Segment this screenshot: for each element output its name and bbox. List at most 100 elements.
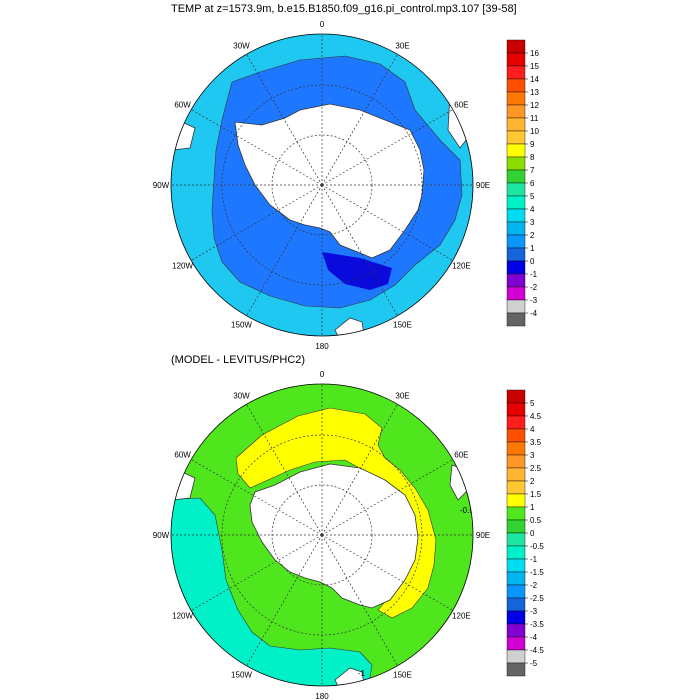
colorbar-swatch — [506, 143, 526, 158]
colorbar-swatch — [506, 65, 526, 80]
colorbar-label: -1 — [530, 270, 538, 279]
colorbar-swatch — [506, 247, 526, 262]
colorbar-label: 3 — [530, 218, 535, 227]
longitude-label: 90W — [153, 181, 170, 190]
colorbar-label: -1.5 — [530, 568, 544, 577]
colorbar-label: -4 — [530, 309, 538, 318]
field-shelf-region — [322, 252, 392, 290]
colorbar-swatch — [506, 273, 526, 288]
colorbar-swatch — [506, 662, 526, 677]
panel2-field: -0.5 -1 — [171, 384, 474, 686]
colorbar-label: 2.5 — [530, 464, 542, 473]
colorbar-label: -5 — [530, 659, 538, 668]
colorbar-label: 2 — [530, 477, 535, 486]
panel2-colorbar: 5 4.5 4 3.5 3 2.5 2 1.5 1 0.5 0 -0.5 -1 -1.5 -2 -2.5 -3 -… — [506, 389, 544, 677]
colorbar-swatch — [506, 623, 526, 638]
panel1-field — [171, 34, 473, 336]
colorbar-label: 1 — [530, 244, 535, 253]
colorbar-swatch — [506, 493, 526, 508]
colorbar-label: 5 — [530, 192, 535, 201]
colorbar-swatch — [506, 558, 526, 573]
colorbar-label: 12 — [530, 101, 539, 110]
colorbar-swatch — [506, 117, 526, 132]
longitude-label: 150W — [231, 670, 252, 679]
colorbar-label: -2 — [530, 283, 538, 292]
colorbar-label: 16 — [530, 49, 539, 58]
colorbar-swatch — [506, 480, 526, 495]
colorbar-label: 1 — [530, 503, 535, 512]
colorbar-label: 10 — [530, 127, 539, 136]
colorbar-swatch — [506, 467, 526, 482]
longitude-label: 180 — [315, 342, 329, 351]
colorbar-swatch — [506, 545, 526, 560]
panel1-map-border — [170, 33, 474, 337]
panel2-graticule — [171, 384, 473, 686]
colorbar-swatch — [506, 454, 526, 469]
longitude-label: 30W — [233, 392, 250, 401]
longitude-label: 150E — [393, 670, 412, 679]
colorbar-swatch — [506, 78, 526, 93]
longitude-label: 60W — [174, 451, 191, 460]
colorbar-swatch — [506, 104, 526, 119]
colorbar-label: 5 — [530, 399, 535, 408]
colorbar-label: 7 — [530, 166, 535, 175]
panel2-map-border — [170, 383, 474, 687]
longitude-label: 30E — [395, 392, 409, 401]
panel1-graticule — [171, 34, 473, 336]
colorbar-swatch — [506, 649, 526, 664]
colorbar-label: 4 — [530, 205, 535, 214]
colorbar-swatch — [506, 532, 526, 547]
colorbar-swatch — [506, 402, 526, 417]
colorbar-swatch — [506, 312, 526, 327]
colorbar-label: -0.5 — [530, 542, 544, 551]
panel1-title: TEMP at z=1573.9m, b.e15.B1850.f09_g16.p… — [171, 3, 517, 15]
colorbar-label: 6 — [530, 179, 535, 188]
colorbar-swatch — [506, 208, 526, 223]
longitude-label: 30W — [233, 42, 250, 51]
colorbar-swatch — [506, 519, 526, 534]
colorbar-swatch — [506, 428, 526, 443]
colorbar-label: -3 — [530, 296, 538, 305]
contour-label: -0.5 — [460, 506, 474, 515]
colorbar-label: 13 — [530, 88, 539, 97]
colorbar-swatch — [506, 441, 526, 456]
longitude-label: 60W — [174, 101, 191, 110]
colorbar-swatch — [506, 91, 526, 106]
colorbar-label: 11 — [530, 114, 539, 123]
colorbar-swatch — [506, 130, 526, 145]
colorbar-label: -3 — [530, 607, 538, 616]
colorbar-swatch — [506, 299, 526, 314]
colorbar-swatch — [506, 195, 526, 210]
colorbar-label: 14 — [530, 75, 539, 84]
colorbar-label: -2.5 — [530, 594, 544, 603]
longitude-label: 150W — [231, 320, 252, 329]
colorbar-swatch — [506, 260, 526, 275]
colorbar-label: -3.5 — [530, 620, 544, 629]
colorbar-label: 0.5 — [530, 516, 542, 525]
colorbar-swatch — [506, 39, 526, 54]
longitude-label: 120E — [452, 612, 471, 621]
longitude-label: 120W — [172, 262, 193, 271]
antarctica-landmass — [249, 463, 419, 609]
colorbar-swatch — [506, 221, 526, 236]
colorbar-swatch — [506, 182, 526, 197]
colorbar-label: 1.5 — [530, 490, 542, 499]
colorbar-label: 8 — [530, 153, 535, 162]
colorbar-label: 2 — [530, 231, 535, 240]
colorbar-label: 0 — [530, 257, 535, 266]
colorbar-label: 0 — [530, 529, 535, 538]
colorbar-swatch — [506, 597, 526, 612]
colorbar-swatch — [506, 415, 526, 430]
longitude-label: 90E — [476, 181, 490, 190]
colorbar-swatch — [506, 286, 526, 301]
longitude-label: 180 — [315, 692, 329, 700]
contour-label: -1 — [358, 669, 366, 678]
longitude-label: 0 — [320, 370, 325, 379]
colorbar-swatch — [506, 610, 526, 625]
colorbar-label: 4.5 — [530, 412, 542, 421]
longitude-label: 60E — [454, 101, 468, 110]
colorbar-swatch — [506, 389, 526, 404]
longitude-label: 60E — [454, 451, 468, 460]
